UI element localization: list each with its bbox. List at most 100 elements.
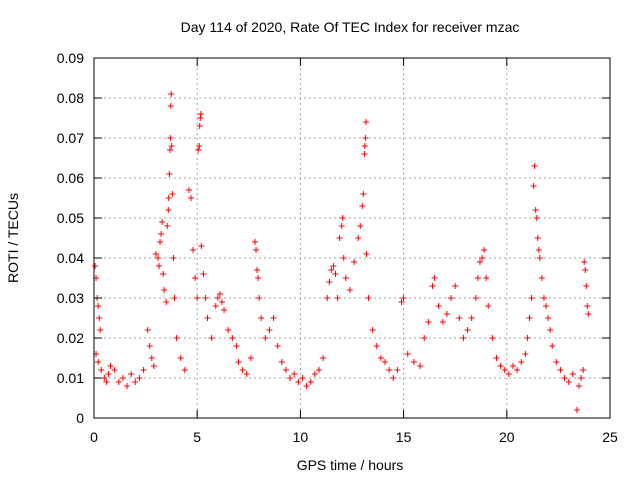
data-point [140,367,147,373]
data-point [157,239,164,245]
data-point [386,367,393,373]
data-point [336,235,343,241]
data-point [535,247,542,253]
data-point [361,151,368,157]
data-point [543,303,550,309]
data-point [400,295,407,301]
data-point [382,359,389,365]
data-point [468,315,475,321]
data-point [359,203,366,209]
data-point [311,371,318,377]
data-point [361,143,368,149]
data-point [342,275,349,281]
data-point [161,287,168,293]
data-point [287,375,294,381]
data-point [233,343,240,349]
data-point [545,315,552,321]
data-point [95,359,102,365]
data-point [163,299,170,305]
data-point [111,367,118,373]
data-point [188,195,195,201]
x-tick-label: 0 [90,429,98,445]
x-axis-title: GPS time / hours [297,457,404,473]
data-point [247,355,254,361]
data-point [582,267,589,273]
data-point [549,343,556,349]
data-point [169,191,176,197]
data-point [101,375,108,381]
data-point [573,407,580,413]
data-point [340,255,347,261]
data-point [158,231,165,237]
data-point [369,327,376,333]
y-tick-label: 0.06 [57,170,84,186]
y-tick-label: 0.02 [57,330,84,346]
data-point [128,371,135,377]
y-tick-label: 0.01 [57,370,84,386]
data-point [198,243,205,249]
data-point [398,299,405,305]
data-point [540,295,547,301]
data-point [328,267,335,273]
chart-title: Day 114 of 2020, Rate Of TEC Index for r… [181,19,520,35]
data-point [481,247,488,253]
data-point [107,363,114,369]
data-point [190,247,197,253]
data-point [363,251,370,257]
data-point [448,295,455,301]
data-point [235,359,242,365]
data-point [303,383,310,389]
data-point [166,147,173,153]
data-point [569,371,576,377]
data-point [152,251,159,257]
data-point [404,351,411,357]
data-point [330,263,337,269]
x-tick-label: 15 [396,429,412,445]
data-point [553,359,560,365]
data-point [165,207,172,213]
data-point [365,295,372,301]
data-point [536,255,543,261]
axis-ticks: 0 5 10 15 20 25 0 0.01 0.02 0.03 0.04 0.05 0.06 0.07 0… [57,50,618,445]
data-point [538,275,545,281]
y-axis-title: ROTI / TECUs [5,193,21,283]
data-point [522,351,529,357]
y-tick-label: 0 [76,410,84,426]
data-point [258,315,265,321]
data-point [243,371,250,377]
data-point [262,335,269,341]
data-point [115,379,122,385]
data-point [156,263,163,269]
data-point [103,379,110,385]
data-point [524,335,531,341]
data-point [295,379,302,385]
data-point [181,367,188,373]
data-point [202,295,209,301]
data-point [417,363,424,369]
data-point [274,343,281,349]
data-point [173,335,180,341]
data-point [221,307,228,313]
data-point [526,315,533,321]
data-point [291,371,298,377]
data-point [410,359,417,365]
data-point [251,239,258,245]
data-point [425,319,432,325]
data-point [583,283,590,289]
data-point [105,371,112,377]
data-point [474,275,481,281]
data-point [476,259,483,265]
y-tick-label: 0.07 [57,130,84,146]
data-point [164,223,171,229]
data-point [92,263,99,269]
y-tick-label: 0.05 [57,210,84,226]
data-point [144,327,151,333]
data-point [148,355,155,361]
data-point [214,295,221,301]
data-point [97,327,104,333]
x-tick-label: 20 [499,429,515,445]
data-point [439,319,446,325]
data-point [208,335,215,341]
data-point [338,223,345,229]
